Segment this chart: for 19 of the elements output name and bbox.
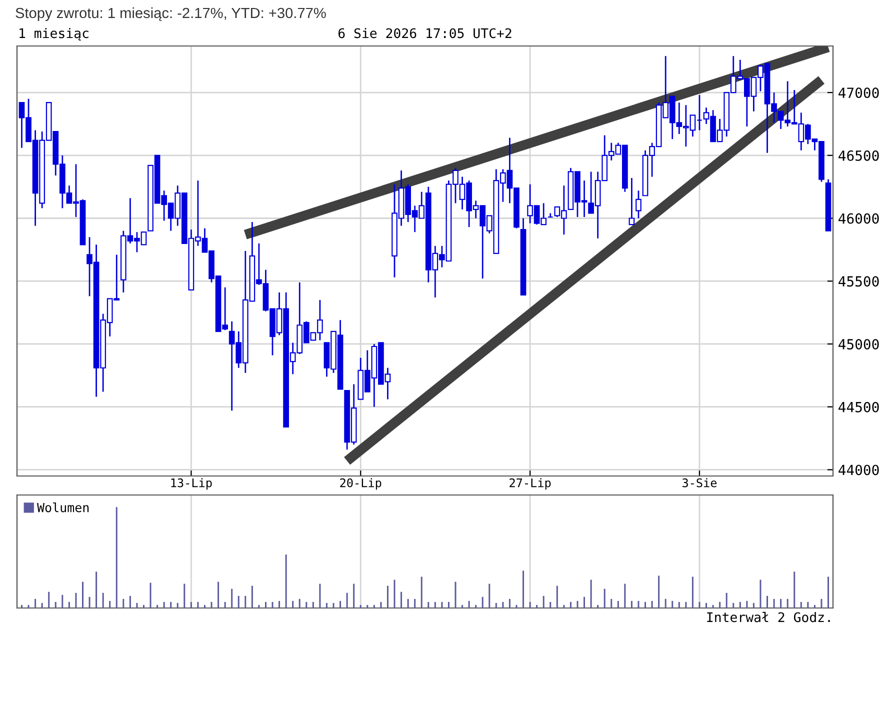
candlestick xyxy=(547,212,554,218)
x-tick-label: 27-Lip xyxy=(510,478,551,490)
x-tick-label: 3-Sie xyxy=(682,478,717,488)
y-tick-label: 44000 xyxy=(838,464,879,476)
candlestick xyxy=(636,190,642,219)
text: Stopy zwrotu: 1 miesiąc: -2.17%, YTD: +30.77% xyxy=(16,7,326,22)
y-tick-label: 45000 xyxy=(838,338,879,350)
x-tick-label: 20-Lip xyxy=(340,478,382,490)
y-tick-label: 46000 xyxy=(838,213,879,224)
y-tick-label: 47000 xyxy=(838,88,879,98)
legend-label: Wolumen xyxy=(37,502,89,512)
candlestick xyxy=(628,177,635,226)
chart-title: 1 miesiąc xyxy=(20,28,88,41)
y-tick-label: 45500 xyxy=(838,276,879,287)
text: Interwał 2 Godz. xyxy=(707,612,830,622)
x-tick-label: 13-Lip xyxy=(171,478,212,490)
y-tick-label: 46500 xyxy=(838,150,879,161)
chart-subtitle: 6 Sie 2026 17:05 UTC+2 xyxy=(338,28,512,38)
y-tick-label: 44500 xyxy=(838,402,879,412)
